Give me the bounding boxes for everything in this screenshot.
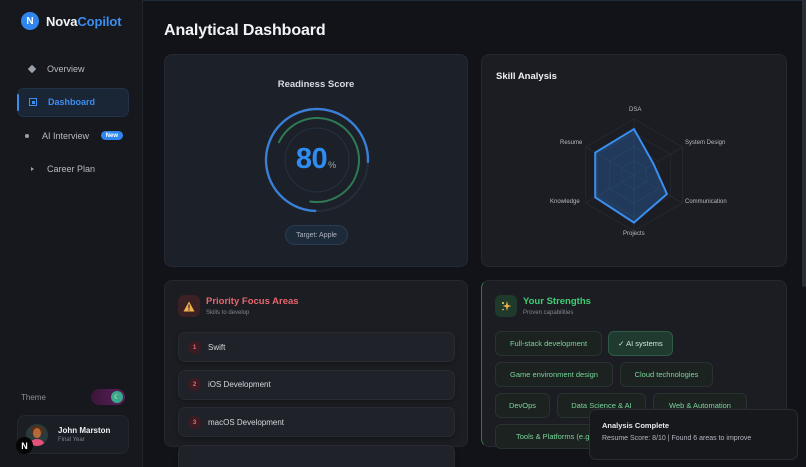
readiness-title: Readiness Score	[277, 79, 355, 90]
toast-title: Analysis Complete	[602, 421, 670, 430]
priority-number: 2	[188, 378, 201, 391]
strength-chip[interactable]: Cloud technologies	[620, 362, 713, 387]
readiness-ring	[264, 107, 370, 213]
strengths-title: Your Strengths	[523, 296, 591, 307]
floating-n-badge[interactable]: N	[16, 437, 33, 454]
brand-logo-icon: N	[21, 12, 39, 30]
strength-chip[interactable]: Full-stack development	[495, 331, 602, 356]
diamond-icon	[25, 64, 39, 73]
score-unit: %	[328, 160, 337, 170]
skill-radar-chart	[585, 118, 683, 232]
priority-number: 3	[188, 415, 201, 429]
readiness-score: 80%	[165, 143, 467, 176]
sidebar-item-dashboard[interactable]: Dashboard	[17, 87, 129, 117]
page-title: Analytical Dashboard	[164, 22, 326, 39]
square-icon	[26, 98, 40, 106]
radar-label-resume: Resume	[560, 140, 583, 146]
priority-title: Priority Focus Areas	[206, 296, 299, 307]
brand[interactable]: N NovaCopilot	[21, 12, 122, 30]
readiness-score-card: Readiness Score 80% Target: Apple	[164, 54, 468, 267]
brand-name-primary: Nova	[46, 13, 78, 29]
page-scrollbar[interactable]	[802, 0, 806, 287]
user-profile-card[interactable]: John Marston Final Year	[17, 415, 129, 454]
moon-icon: ☾	[111, 391, 123, 403]
priority-list: 1 Swift 2 iOS Development 3 macOS Develo…	[178, 332, 455, 467]
score-value: 80	[295, 143, 328, 175]
radar-label-system-design: System Design	[685, 140, 726, 146]
sidebar-item-label: AI Interview	[42, 130, 90, 141]
radar-label-projects: Projects	[623, 231, 645, 237]
warning-icon	[178, 295, 200, 317]
strength-chip[interactable]: DevOps	[495, 393, 550, 418]
theme-toggle[interactable]: ☾	[91, 389, 125, 405]
priority-item-partial[interactable]	[178, 444, 455, 467]
sidebar-item-overview[interactable]: Overview	[17, 54, 129, 83]
strength-chip[interactable]: Game environment design	[495, 362, 613, 387]
priority-item[interactable]: 1 Swift	[178, 332, 455, 362]
priority-item[interactable]: 3 macOS Development	[178, 407, 455, 437]
sidebar: N NovaCopilot Overview Dashboard AI Inte…	[0, 0, 143, 467]
profile-name: John Marston	[58, 426, 111, 435]
priority-label: iOS Development	[208, 380, 271, 389]
sidebar-item-label: Overview	[47, 63, 85, 74]
theme-row: Theme ☾	[21, 389, 125, 405]
sidebar-nav: Overview Dashboard AI Interview New Care…	[17, 54, 129, 188]
sidebar-item-career-plan[interactable]: Career Plan	[17, 155, 129, 184]
priority-label: Swift	[208, 342, 226, 352]
radar-label-communication: Communication	[685, 199, 727, 205]
profile-subtitle: Final Year	[58, 437, 85, 443]
skill-analysis-title: Skill Analysis	[496, 71, 557, 82]
sidebar-item-label: Dashboard	[48, 97, 96, 107]
theme-label: Theme	[21, 392, 46, 402]
strengths-subtitle: Proven capabilities	[523, 310, 574, 316]
skill-analysis-card: Skill Analysis DSA System Design Communi…	[481, 54, 787, 267]
toast-notification[interactable]: Analysis Complete Resume Score: 8/10 | F…	[589, 409, 798, 460]
target-pill[interactable]: Target: Apple	[285, 225, 348, 245]
priority-focus-card: Priority Focus Areas Skills to develop 1…	[164, 280, 468, 467]
brand-name-accent: Copilot	[77, 13, 122, 29]
radar-label-dsa: DSA	[629, 107, 642, 113]
new-badge: New	[100, 131, 123, 140]
priority-item[interactable]: 2 iOS Development	[178, 369, 455, 400]
brand-name: NovaCopilot	[46, 13, 122, 29]
dot-icon	[25, 133, 39, 138]
radar-label-knowledge: Knowledge	[550, 199, 580, 205]
priority-subtitle: Skills to develop	[206, 310, 250, 316]
sidebar-item-label: Career Plan	[47, 164, 96, 174]
priority-number: 1	[188, 340, 201, 354]
toast-message: Resume Score: 8/10 | Found 6 areas to im…	[602, 435, 752, 442]
top-divider	[143, 0, 806, 1]
priority-label: macOS Development	[208, 417, 285, 427]
sidebar-item-ai-interview[interactable]: AI Interview New	[17, 121, 129, 150]
strength-chip-selected[interactable]: ✓ AI systems	[608, 331, 673, 356]
sparkles-icon	[495, 295, 517, 317]
triangle-icon	[25, 167, 39, 171]
